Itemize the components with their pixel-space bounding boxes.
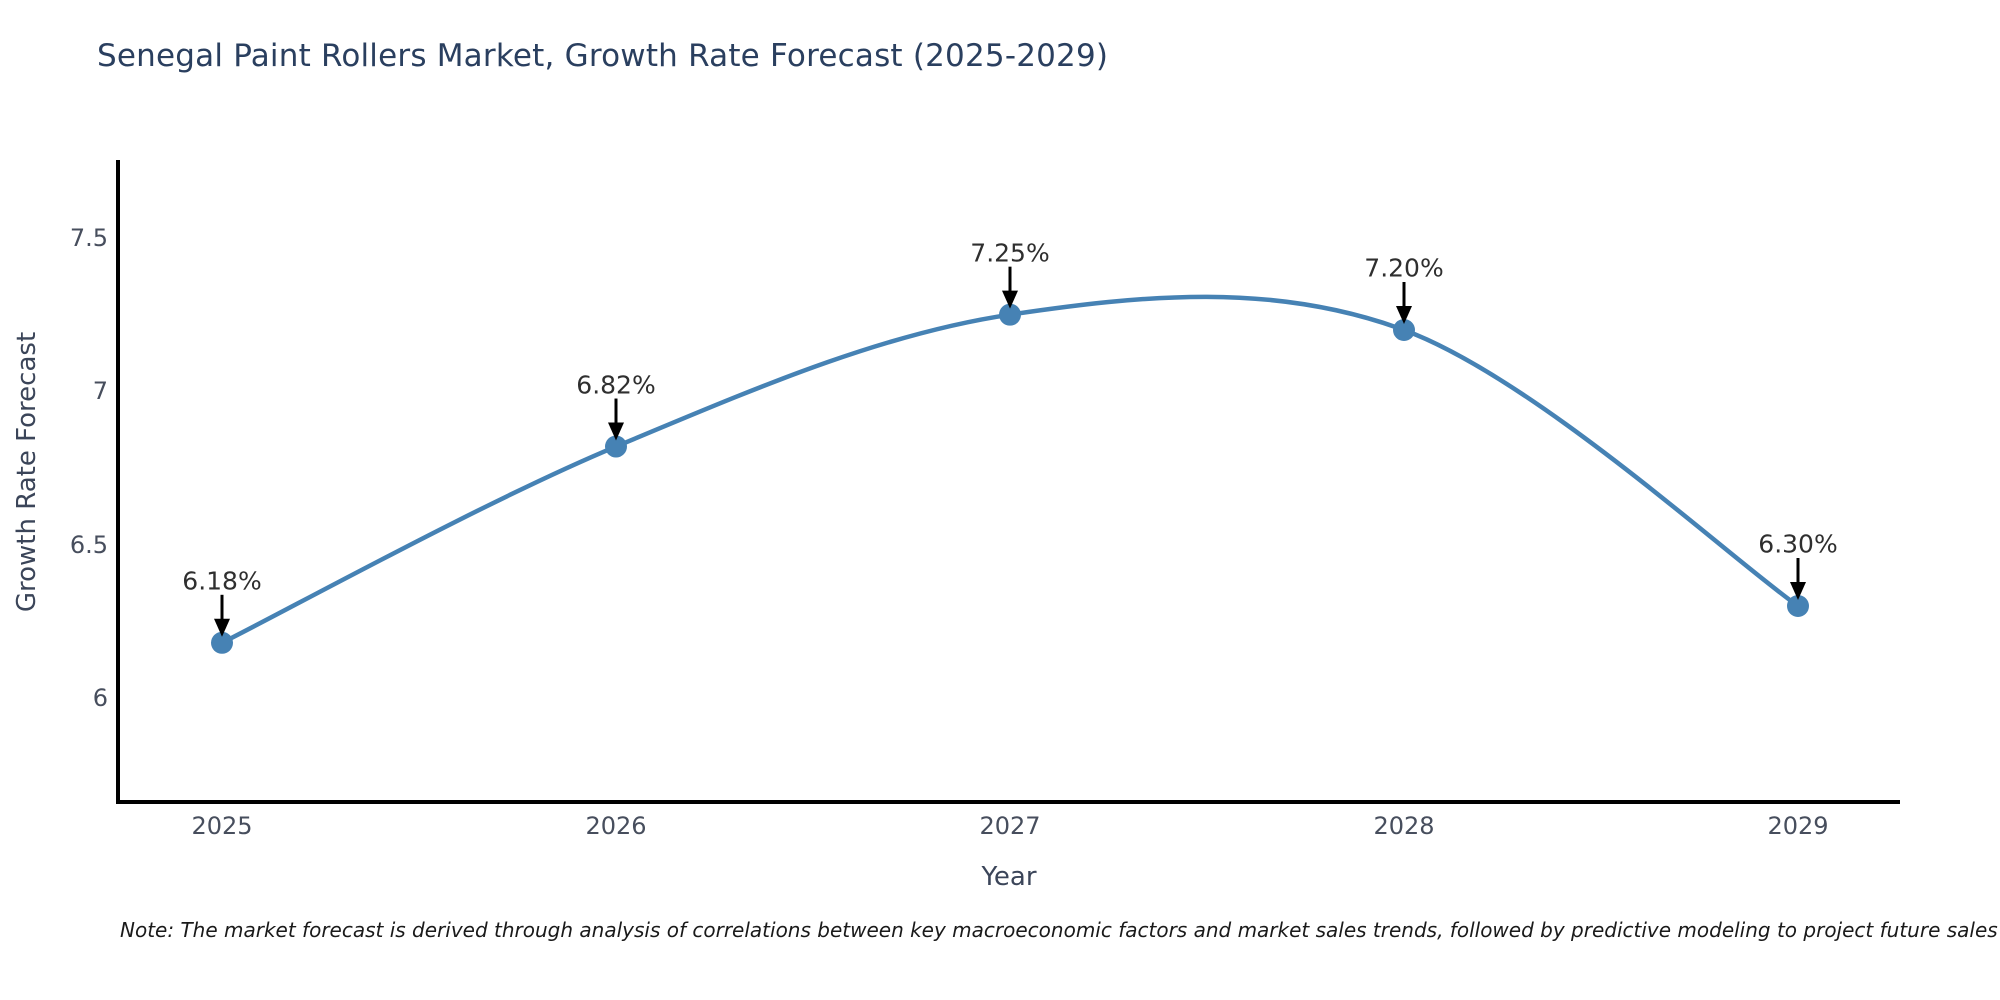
annotation-arrowhead bbox=[1790, 582, 1806, 600]
point-value-label: 6.18% bbox=[182, 566, 262, 596]
annotation-arrowhead bbox=[214, 618, 230, 637]
growth-rate-trend-line bbox=[219, 294, 1801, 646]
axis-spines bbox=[116, 160, 1900, 804]
y-tick-label: 7 bbox=[92, 377, 108, 406]
trend-line-series bbox=[211, 294, 1809, 654]
x-tick-label: 2026 bbox=[585, 812, 647, 840]
point-value-label: 6.82% bbox=[576, 370, 656, 400]
y-tick-label: 6.5 bbox=[69, 530, 108, 559]
data-point-marker bbox=[605, 435, 627, 458]
annotation-arrows bbox=[214, 266, 1806, 637]
point-value-label: 7.25% bbox=[970, 238, 1050, 268]
data-point-marker bbox=[211, 631, 233, 654]
annotation-arrowhead bbox=[1002, 290, 1018, 309]
annotation-arrowhead bbox=[608, 422, 624, 441]
data-point-marker bbox=[1393, 319, 1415, 341]
x-tick-label: 2028 bbox=[1373, 812, 1435, 840]
x-tick-label: 2025 bbox=[191, 812, 253, 840]
point-value-label: 6.30% bbox=[1758, 529, 1838, 559]
x-tick-label: 2027 bbox=[979, 812, 1041, 840]
annotation-arrowhead bbox=[1396, 306, 1412, 324]
chart-title: Senegal Paint Rollers Market, Growth Rat… bbox=[97, 38, 1109, 74]
data-point-marker bbox=[1787, 595, 1809, 617]
data-point-marker bbox=[999, 303, 1021, 326]
x-axis-title: Year bbox=[981, 862, 1037, 892]
x-tick-label: 2029 bbox=[1767, 812, 1829, 840]
y-tick-label: 6 bbox=[92, 684, 108, 712]
footnote: Note: The market forecast is derived thr… bbox=[120, 918, 1998, 942]
y-tick-label: 7.5 bbox=[69, 224, 108, 252]
y-axis-title: Growth Rate Forecast bbox=[12, 331, 42, 613]
point-value-label: 7.20% bbox=[1364, 253, 1444, 283]
